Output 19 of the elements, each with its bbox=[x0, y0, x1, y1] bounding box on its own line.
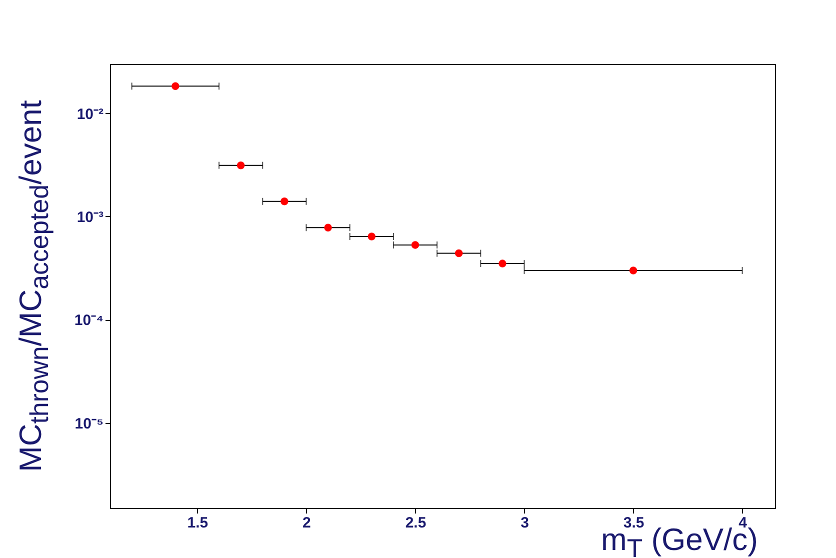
point bbox=[629, 266, 638, 274]
point bbox=[454, 249, 463, 258]
point bbox=[324, 224, 332, 232]
x-tick-label: 3.5 bbox=[623, 514, 644, 532]
point bbox=[280, 198, 288, 206]
x-tick-label: 1.5 bbox=[187, 514, 208, 532]
x-tick-label: 4 bbox=[738, 514, 748, 532]
point bbox=[172, 82, 180, 90]
x-tick-label: 2 bbox=[302, 514, 311, 532]
y-tick-label: 10⁻⁵ bbox=[74, 415, 104, 432]
point bbox=[498, 260, 506, 268]
y-tick-label: 10⁻³ bbox=[76, 208, 104, 226]
y-tick-label: 10⁻⁴ bbox=[74, 312, 104, 330]
point bbox=[236, 161, 245, 170]
x-tick-label: 2.5 bbox=[405, 514, 426, 532]
x-tick-label: 3 bbox=[520, 514, 529, 532]
y-tick-label: 10⁻² bbox=[76, 106, 104, 123]
point bbox=[411, 241, 420, 249]
point bbox=[368, 232, 376, 240]
